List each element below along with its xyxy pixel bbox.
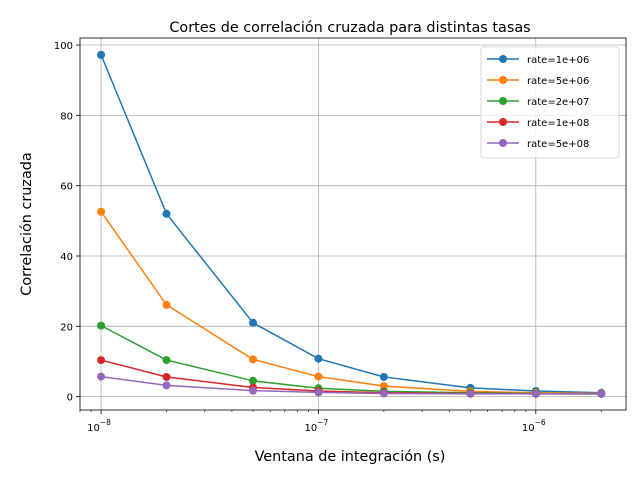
legend-box xyxy=(480,46,620,159)
x-tick-exponent: −8 xyxy=(100,418,111,427)
data-point xyxy=(97,321,106,330)
legend-label: rate=5e+08 xyxy=(527,139,589,150)
legend-marker xyxy=(499,118,507,126)
legend-marker xyxy=(499,55,507,63)
data-point xyxy=(162,300,171,309)
data-point xyxy=(162,209,171,218)
y-tick-label: 100 xyxy=(54,41,73,52)
data-point xyxy=(379,389,388,398)
y-tick-label: 20 xyxy=(60,322,73,333)
data-point xyxy=(466,389,475,398)
x-axis-label: Ventana de integración (s) xyxy=(255,449,446,465)
legend-label: rate=1e+06 xyxy=(527,55,589,66)
series-line-4 xyxy=(100,375,602,395)
y-tick-label: 0 xyxy=(67,393,73,404)
x-tick-exponent: −6 xyxy=(535,418,546,427)
y-tick-label: 60 xyxy=(60,182,73,193)
legend-label: rate=2e+07 xyxy=(527,97,589,108)
data-point xyxy=(314,372,323,381)
data-point xyxy=(97,50,106,59)
data-point xyxy=(248,318,257,327)
data-point xyxy=(248,355,257,364)
chart-title: Cortes de correlación cruzada para disti… xyxy=(169,20,530,36)
data-point xyxy=(314,354,323,363)
y-axis-label: Correlación cruzada xyxy=(19,152,35,295)
data-point xyxy=(248,386,257,395)
data-point xyxy=(97,207,106,216)
legend-label: rate=1e+08 xyxy=(527,118,589,129)
data-point xyxy=(97,372,106,381)
legend-marker xyxy=(499,139,507,147)
data-point xyxy=(97,356,106,365)
y-tick-label: 80 xyxy=(60,111,73,122)
data-point xyxy=(597,389,606,398)
series-line-1 xyxy=(100,211,602,395)
y-tick-label: 40 xyxy=(60,252,73,263)
x-tick-exponent: −7 xyxy=(317,418,328,427)
series-line-0 xyxy=(100,54,602,394)
legend-marker xyxy=(499,97,507,105)
legend-marker xyxy=(499,76,507,84)
data-point xyxy=(162,381,171,390)
data-point xyxy=(379,372,388,381)
data-point xyxy=(248,376,257,385)
legend: rate=1e+06 rate=5e+06 rate=2e+07 rate=1e+08… xyxy=(480,46,620,159)
data-point xyxy=(531,389,540,398)
legend-label: rate=5e+06 xyxy=(527,76,589,87)
series-layer xyxy=(97,50,606,398)
data-point xyxy=(162,356,171,365)
data-point xyxy=(314,388,323,397)
plot-frame xyxy=(79,37,627,411)
data-point xyxy=(162,372,171,381)
